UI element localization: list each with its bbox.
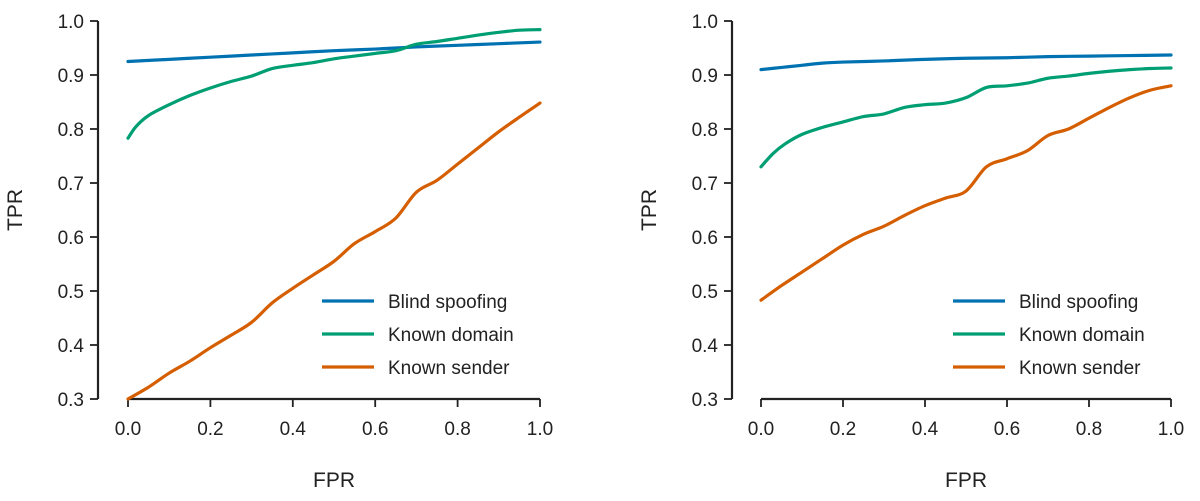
x-axis-title: FPR — [313, 469, 355, 492]
x-tick-label: 1.0 — [1158, 419, 1184, 440]
y-tick-label: 0.5 — [692, 282, 718, 303]
y-tick-label: 0.9 — [692, 66, 718, 87]
y-tick-label: 0.5 — [58, 282, 84, 303]
y-tick-label: 0.3 — [692, 390, 718, 411]
legend-label: Blind spoofing — [388, 292, 507, 313]
series-line-blind-spoofing — [759, 53, 1173, 72]
x-tick-label: 0.6 — [994, 419, 1020, 440]
legend-label: Blind spoofing — [1019, 292, 1138, 313]
legend-label: Known sender — [388, 358, 510, 379]
series-line-known-domain — [126, 28, 542, 140]
y-tick-label: 0.7 — [692, 174, 718, 195]
legend: Blind spoofing Known domain Known sender — [953, 292, 1145, 379]
legend-label: Known sender — [1019, 358, 1141, 379]
x-tick-label: 0.4 — [912, 419, 939, 440]
legend: Blind spoofing Known domain Known sender — [322, 292, 514, 379]
y-tick-label: 0.8 — [692, 120, 718, 141]
x-tick-label: 0.2 — [197, 419, 223, 440]
y-tick-label: 0.7 — [58, 174, 84, 195]
x-tick-label: 0.4 — [280, 419, 307, 440]
chart-panel-1: 0.3 0.4 0.5 0.6 0.7 0.8 0.9 1.0 0.0 0.2 0.4 0.6 0.8 1… — [4, 12, 553, 492]
x-tick-label: 0.6 — [362, 419, 388, 440]
series-line-known-sender — [126, 101, 542, 401]
x-tick-label: 0.0 — [748, 419, 774, 440]
x-tick-label: 0.2 — [830, 419, 856, 440]
y-tick-label: 1.0 — [58, 12, 84, 33]
y-tick-label: 1.0 — [692, 12, 718, 33]
x-tick-label: 1.0 — [527, 419, 553, 440]
legend-label: Known domain — [388, 325, 514, 346]
y-axis-title: TPR — [4, 189, 27, 231]
y-tick-label: 0.8 — [58, 120, 84, 141]
y-tick-label: 0.6 — [58, 228, 84, 249]
x-tick-label: 0.8 — [444, 419, 470, 440]
y-tick-label: 0.6 — [692, 228, 718, 249]
x-tick-label: 0.8 — [1076, 419, 1102, 440]
series-line-known-sender — [759, 84, 1173, 302]
y-axis-title: TPR — [638, 189, 661, 231]
y-tick-label: 0.4 — [692, 336, 719, 357]
y-tick-label: 0.3 — [58, 390, 84, 411]
x-tick-label: 0.0 — [115, 419, 141, 440]
legend-label: Known domain — [1019, 325, 1145, 346]
y-tick-label: 0.9 — [58, 66, 84, 87]
series-line-known-domain — [759, 66, 1173, 169]
chart-panel-2: 0.3 0.4 0.5 0.6 0.7 0.8 0.9 1.0 0.0 0.2 0.4 0.6 0.8 1… — [638, 12, 1184, 492]
x-axis-title: FPR — [945, 469, 987, 492]
series-line-blind-spoofing — [126, 40, 542, 64]
y-tick-label: 0.4 — [58, 336, 85, 357]
